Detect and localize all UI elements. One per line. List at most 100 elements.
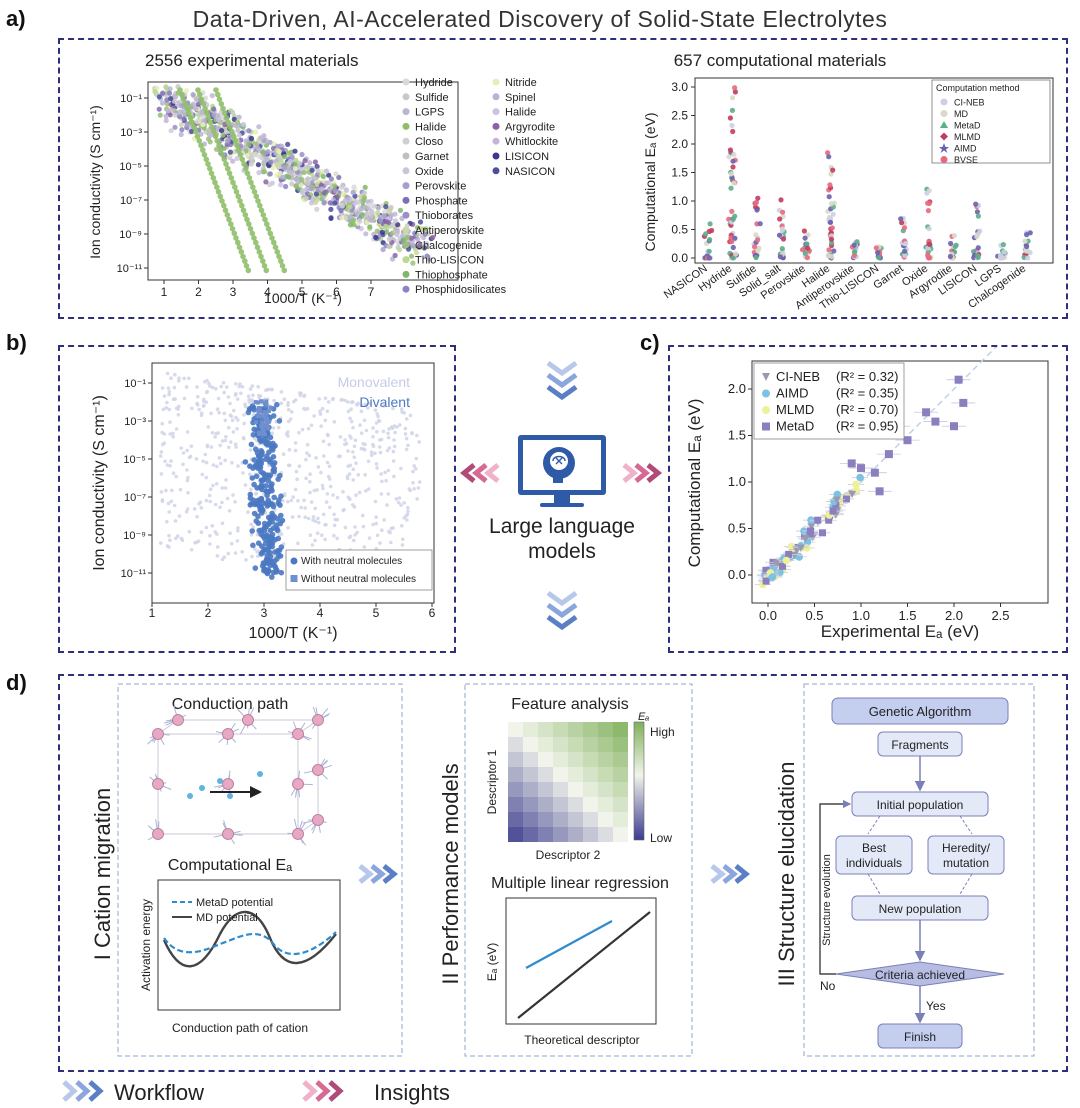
panel-label-b: b) bbox=[6, 330, 27, 355]
b-ytick: 10⁻¹¹ bbox=[121, 568, 147, 580]
material-legend-item: Garnet bbox=[415, 151, 449, 163]
crystal-structure-image bbox=[147, 705, 333, 846]
label-divalent: Divalent bbox=[359, 394, 410, 410]
method-legend-item: AIMD bbox=[954, 144, 977, 154]
heatmap-colorbar bbox=[633, 721, 645, 841]
chevrons-down-bottom bbox=[546, 590, 578, 631]
method-legend-item: CI-NEB bbox=[954, 98, 985, 108]
panel-c-frame bbox=[668, 345, 1068, 653]
a-left-xtick: 7 bbox=[368, 285, 375, 299]
c-xtick: 1.5 bbox=[898, 608, 916, 623]
insights-chevrons-icon bbox=[302, 1080, 344, 1102]
ga-heredity-line2: mutation bbox=[943, 856, 989, 870]
material-legend-item: NASICON bbox=[505, 166, 555, 178]
material-legend-item: LISICON bbox=[505, 151, 549, 163]
colorbar-low-label: Low bbox=[650, 831, 672, 845]
footer-legend: Workflow Insights bbox=[62, 1080, 450, 1105]
mlr-axes bbox=[505, 897, 657, 1025]
panel-c-legend: CI-NEB (R² = 0.32) AIMD (R² = 0.35) MLMD (R² … bbox=[753, 362, 905, 440]
c-ytick: 2.0 bbox=[728, 381, 746, 396]
c-xtick: 2.5 bbox=[991, 608, 1009, 623]
parity-line bbox=[767, 347, 998, 576]
material-legend-item: Argyrodite bbox=[505, 121, 555, 133]
a-left-ytick: 10⁻¹ bbox=[120, 93, 142, 105]
a-right-ytick: 2.5 bbox=[671, 109, 688, 123]
c-legend-name: MLMD bbox=[776, 402, 814, 417]
legend-metad-potential: MetaD potential bbox=[196, 897, 273, 909]
material-legend-item: Chalcogenide bbox=[415, 240, 482, 252]
method-legend-item: MetaD bbox=[954, 121, 981, 131]
figure-title: Data-Driven, AI-Accelerated Discovery of… bbox=[192, 6, 888, 32]
c-ytick: 1.0 bbox=[728, 474, 746, 489]
ga-structure-evolution: Structure evolution bbox=[821, 854, 833, 946]
a-left-xtick: 5 bbox=[299, 285, 306, 299]
metad-potential-curve bbox=[163, 931, 337, 956]
c-legend-r2: (R² = 0.70) bbox=[836, 402, 899, 417]
panel-b-scatter bbox=[159, 371, 422, 586]
a-right-ytick: 2.0 bbox=[671, 137, 688, 151]
material-legend-item: Thioborates bbox=[415, 210, 474, 222]
b-xtick: 1 bbox=[149, 606, 156, 620]
section-1-title: I Cation migration bbox=[90, 788, 115, 960]
ga-no: No bbox=[820, 979, 836, 993]
descriptor-2-label: Descriptor 2 bbox=[536, 848, 601, 862]
footer-insights-label: Insights bbox=[374, 1080, 450, 1105]
material-legend-item: Halide bbox=[415, 121, 446, 133]
b-xtick: 5 bbox=[373, 606, 380, 620]
c-ytick: 2.5 bbox=[728, 347, 746, 350]
material-legend-item: Spinel bbox=[505, 92, 536, 104]
method-legend-title: Computation method bbox=[936, 83, 1020, 93]
material-legend-item: Phosphate bbox=[415, 195, 468, 207]
c-legend-name: MetaD bbox=[776, 419, 814, 434]
label-monovalent: Monovalent bbox=[338, 374, 410, 390]
b-ytick: 10⁻⁹ bbox=[123, 530, 146, 542]
ga-best-line1: Best bbox=[862, 841, 887, 855]
panel-d-frame bbox=[58, 674, 1068, 1072]
panel-b-ylabel: Ion conductivity (S cm⁻¹) bbox=[91, 395, 108, 571]
material-legend-item: Hydride bbox=[415, 77, 453, 89]
colorbar-high-label: High bbox=[650, 725, 675, 739]
b-ytick: 10⁻⁷ bbox=[124, 492, 146, 504]
ga-criteria: Criteria achieved bbox=[875, 968, 965, 982]
b-xtick: 3 bbox=[261, 606, 268, 620]
panel-a-right-yticks: 0.0 0.5 1.0 1.5 2.0 2.5 3.0 bbox=[671, 80, 695, 265]
panel-a-left-scatter bbox=[152, 84, 436, 274]
computational-ea-title: Computational Eₐ bbox=[168, 857, 293, 874]
center-llm: Large language models bbox=[459, 360, 663, 631]
panel-label-c: c) bbox=[640, 330, 660, 355]
ga-new-population: New population bbox=[879, 902, 962, 916]
panel-a-right-ylabel: Computational Eₐ (eV) bbox=[642, 112, 658, 251]
material-legend-item: Whitlockite bbox=[505, 136, 558, 148]
section-3-title: III Structure elucidation bbox=[774, 761, 799, 986]
a-right-ytick: 1.5 bbox=[671, 166, 688, 180]
conduction-path-xlabel: Conduction path of cation bbox=[172, 1021, 308, 1035]
md-potential-curve bbox=[162, 910, 337, 968]
a-right-ytick: 3.0 bbox=[671, 80, 688, 94]
panel-b-xticks: 1 2 3 4 5 6 bbox=[149, 603, 436, 620]
a-right-ytick: 0.0 bbox=[671, 251, 688, 265]
panel-a-right-xticks: NASICONHydrideSulfideSolid_saltPerovskit… bbox=[662, 263, 1028, 312]
a-left-xtick: 3 bbox=[230, 285, 237, 299]
panel-d: I Cation migration Conduction path Compu… bbox=[90, 683, 1035, 1057]
material-legend-item: Thiophosphate bbox=[415, 269, 488, 281]
a-left-xtick: 4 bbox=[264, 285, 271, 299]
b-xtick: 6 bbox=[429, 606, 436, 620]
ga-fragments: Fragments bbox=[891, 738, 948, 752]
legend-with-neutral: With neutral molecules bbox=[301, 556, 402, 567]
footer-workflow-label: Workflow bbox=[114, 1080, 204, 1105]
material-legend-item: Nitride bbox=[505, 77, 537, 89]
material-legend-item: Oxide bbox=[415, 166, 444, 178]
panel-a-frame bbox=[58, 38, 1068, 319]
c-ytick: 0.5 bbox=[728, 521, 746, 536]
b-ytick: 10⁻³ bbox=[124, 416, 146, 428]
activation-energy-label: Activation energy bbox=[139, 899, 153, 991]
c-xtick: 0.5 bbox=[805, 608, 823, 623]
chevrons-right-pink bbox=[622, 463, 663, 483]
feature-heatmap bbox=[508, 722, 628, 842]
chevrons-left-pink bbox=[459, 463, 500, 483]
material-legend-item: Closo bbox=[415, 136, 443, 148]
c-xtick: 1.0 bbox=[852, 608, 870, 623]
panel-c-xlabel: Experimental Eₐ (eV) bbox=[821, 622, 979, 641]
material-legend-item: Perovskite bbox=[415, 181, 466, 193]
